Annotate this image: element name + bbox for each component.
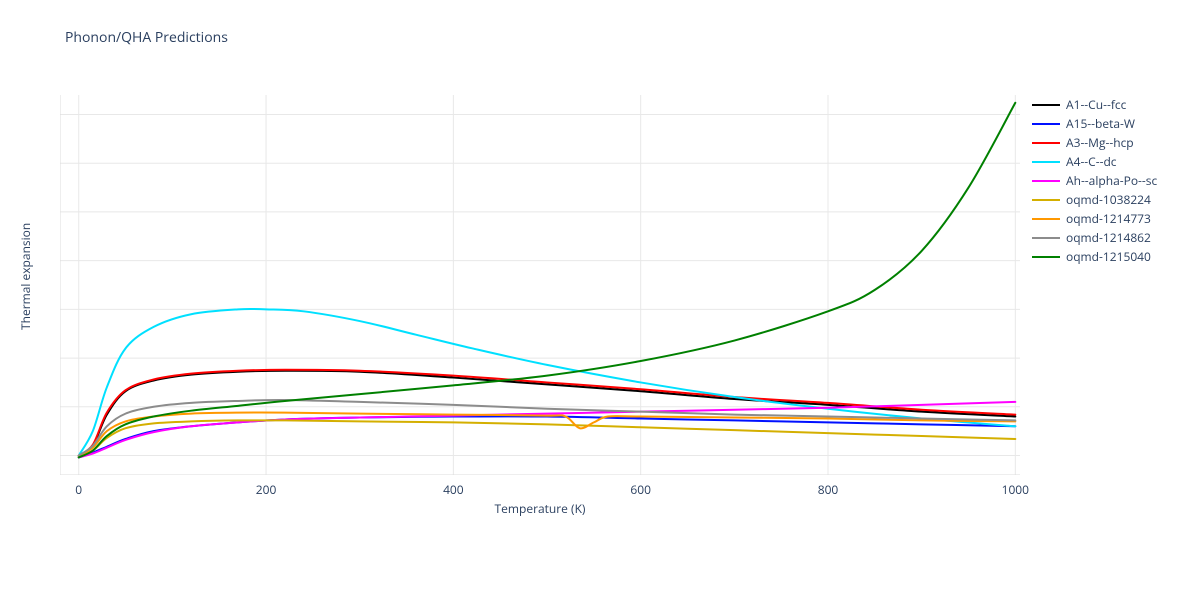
legend-label: oqmd-1214773 — [1066, 210, 1151, 227]
legend-label: A15--beta-W — [1066, 115, 1135, 132]
legend: A1--Cu--fcc A15--beta-W A3--Mg--hcp A4--C--… — [1032, 95, 1157, 266]
y-axis-label: Thermal expansion — [17, 223, 34, 330]
legend-item[interactable]: A4--C--dc — [1032, 152, 1157, 171]
legend-item[interactable]: Ah--alpha-Po--sc — [1032, 171, 1157, 190]
legend-item[interactable]: oqmd-1214862 — [1032, 228, 1157, 247]
legend-item[interactable]: A1--Cu--fcc — [1032, 95, 1157, 114]
legend-swatch — [1032, 199, 1060, 201]
legend-label: oqmd-1038224 — [1066, 191, 1151, 208]
legend-swatch — [1032, 218, 1060, 220]
legend-swatch — [1032, 123, 1060, 125]
x-tick-label: 600 — [630, 481, 651, 498]
plot-area — [60, 95, 1020, 475]
x-tick-label: 200 — [256, 481, 277, 498]
legend-item[interactable]: oqmd-1215040 — [1032, 247, 1157, 266]
x-tick-label: 1000 — [1002, 481, 1029, 498]
x-tick-label: 0 — [75, 481, 82, 498]
chart-title: Phonon/QHA Predictions — [65, 28, 228, 47]
legend-swatch — [1032, 180, 1060, 182]
legend-label: A4--C--dc — [1066, 153, 1117, 170]
legend-swatch — [1032, 142, 1060, 144]
x-tick-label: 800 — [818, 481, 839, 498]
legend-item[interactable]: oqmd-1038224 — [1032, 190, 1157, 209]
legend-swatch — [1032, 237, 1060, 239]
legend-label: A3--Mg--hcp — [1066, 134, 1134, 151]
legend-swatch — [1032, 161, 1060, 163]
legend-swatch — [1032, 104, 1060, 106]
legend-label: Ah--alpha-Po--sc — [1066, 172, 1157, 189]
x-tick-label: 400 — [443, 481, 464, 498]
legend-label: A1--Cu--fcc — [1066, 96, 1126, 113]
x-axis-label: Temperature (K) — [460, 500, 620, 517]
legend-label: oqmd-1215040 — [1066, 248, 1151, 265]
legend-swatch — [1032, 256, 1060, 258]
legend-item[interactable]: oqmd-1214773 — [1032, 209, 1157, 228]
legend-label: oqmd-1214862 — [1066, 229, 1151, 246]
legend-item[interactable]: A15--beta-W — [1032, 114, 1157, 133]
legend-item[interactable]: A3--Mg--hcp — [1032, 133, 1157, 152]
